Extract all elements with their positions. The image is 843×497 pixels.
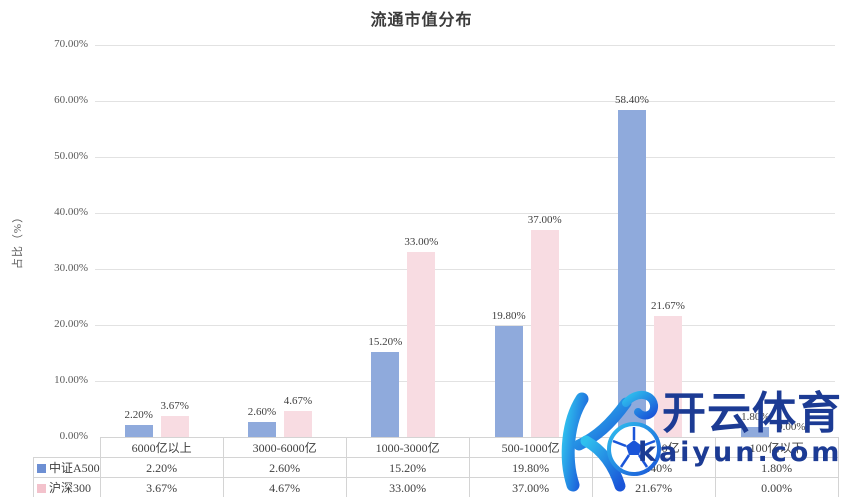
legend-swatch-icon [37,463,46,473]
table-row: 沪深300 3.67% 4.67% 33.00% 37.00% 21.67% 0.00% [33,477,839,497]
table-header-row: 6000亿以上 3000-6000亿 1000-3000亿 500-1000亿 100-… [34,437,839,458]
bar-data-label: 4.67% [283,394,313,407]
y-axis-title: 占比（%） [12,210,24,270]
legend-cell-中证A500: 中证A500 [33,457,101,478]
bar-沪深300-6000亿以上 [160,416,189,437]
legend-swatch-icon [37,483,46,493]
category-header: 1000-3000亿 [345,437,470,458]
bar-中证A500-100亿以下 [741,426,770,437]
bar-沪深300-100-500亿 [654,315,682,437]
gridline [95,269,835,270]
gridline [95,157,835,158]
bar-中证A500-100-500亿 [618,109,646,437]
table-corner-spacer [34,438,101,458]
bar-data-label: 1.80% [741,410,770,423]
bar-data-label: 19.80% [491,310,526,323]
value-cell: 1.80% [714,457,839,478]
value-cell: 4.67% [222,477,347,497]
y-tick-label: 20.00% [54,318,88,330]
bar-沪深300-3000-6000亿 [284,410,312,437]
y-tick-label: 0.00% [59,430,88,442]
bar-data-label: 21.67% [651,299,685,312]
category-header: 100-500亿 [591,437,716,458]
bar-data-label: 37.00% [527,213,562,226]
bar-data-label: 2.60% [247,406,277,419]
value-cell: 19.80% [468,457,593,478]
value-cell: 33.00% [345,477,470,497]
value-cell: 15.20% [345,457,470,478]
bar-沪深300-1000-3000亿 [407,252,436,437]
category-header: 500-1000亿 [468,437,593,458]
y-tick-label: 40.00% [54,206,88,218]
gridline [95,381,835,382]
y-tick-label: 50.00% [54,150,88,162]
bar-沪深300-500-1000亿 [530,229,559,437]
gridline [95,101,835,102]
plot-area: 2.20% 2.60% 15.20% 19.80% 58.40% 1.80% 3.67% 4.… [95,45,835,437]
bar-data-label: 33.00% [404,236,439,249]
table-row: 中证A500 2.20% 2.60% 15.20% 19.80% 58.40% 1.80% [33,457,839,478]
bar-data-label: 3.67% [160,400,189,413]
bar-中证A500-500-1000亿 [494,326,523,437]
bar-中证A500-1000-3000亿 [371,351,400,437]
data-table: 6000亿以上 3000-6000亿 1000-3000亿 500-1000亿 100-… [33,437,839,497]
y-tick-label: 70.00% [54,38,88,50]
y-tick-label: 60.00% [54,94,88,106]
bar-data-label: 15.20% [368,335,403,348]
chart-title: 流通市值分布 [370,12,473,29]
value-cell: 2.60% [222,457,347,478]
y-tick-label: 10.00% [54,374,88,386]
value-cell: 37.00% [468,477,593,497]
y-tick-label: 30.00% [54,262,88,274]
bar-data-label: 0.00% [777,421,806,433]
value-cell: 2.20% [99,457,224,478]
category-header: 100亿以下 [714,437,839,458]
bar-中证A500-6000亿以上 [124,424,153,437]
gridline [95,45,835,46]
legend-cell-沪深300: 沪深300 [33,477,101,497]
bar-中证A500-3000-6000亿 [248,422,276,437]
value-cell: 58.40% [591,457,716,478]
gridline [95,325,835,326]
value-cell: 21.67% [591,477,716,497]
value-cell: 3.67% [99,477,224,497]
category-header: 3000-6000亿 [222,437,347,458]
gridline [95,213,835,214]
bar-data-label: 58.40% [615,93,649,106]
category-header: 6000亿以上 [99,437,224,458]
value-cell: 0.00% [714,477,839,497]
bar-data-label: 2.20% [124,408,153,421]
